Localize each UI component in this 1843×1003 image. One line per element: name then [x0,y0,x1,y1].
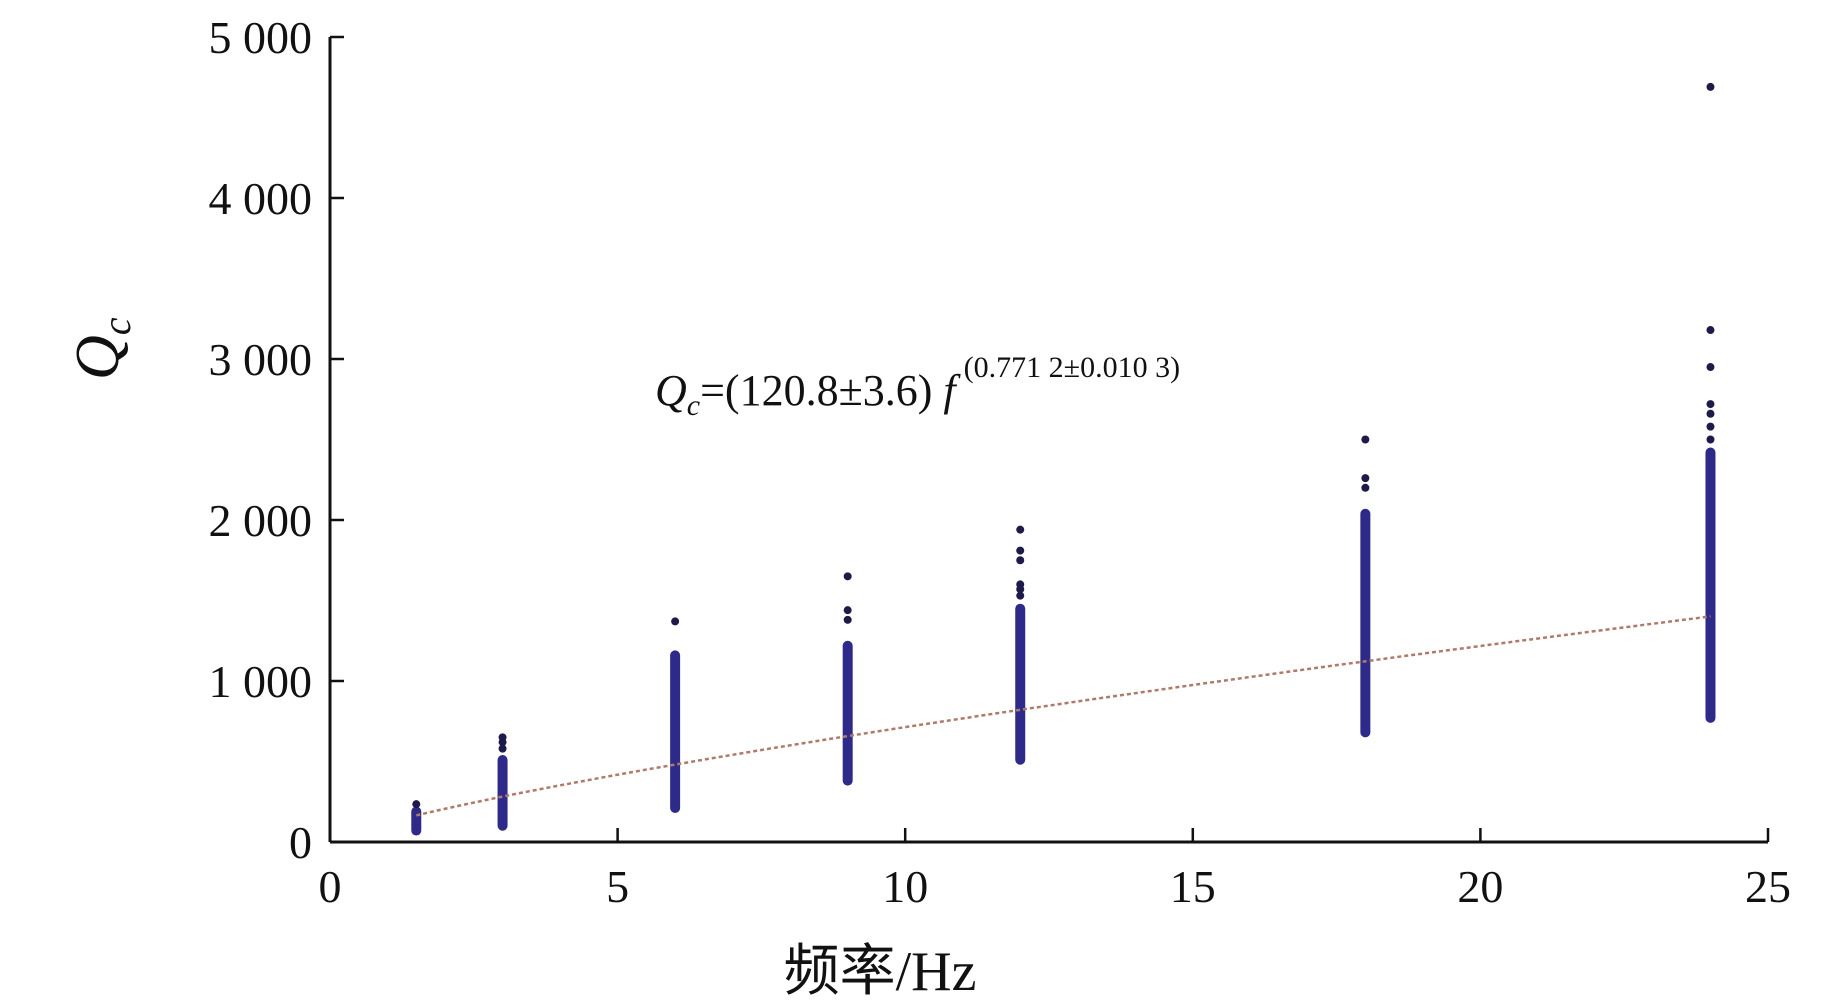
y-tick-label: 2 000 [209,495,313,546]
y-tick-label: 3 000 [209,334,313,385]
x-tick-label: 20 [1457,861,1503,912]
data-point [1016,525,1025,534]
y-tick-label: 0 [289,817,312,868]
data-point [1706,409,1715,418]
ticks: 0 5 10 15 20 25 0 1 000 2 000 3 000 4 000 5 000 [209,12,1792,912]
data-points [411,82,1716,836]
x-tick-label: 5 [606,861,629,912]
fit-eq-f: f [943,366,961,415]
x-tick-label: 0 [319,861,342,912]
y-tick-label: 1 000 [209,656,313,707]
fit-curve [416,615,1711,817]
y-tick-label: 5 000 [209,12,313,63]
data-point [843,572,852,581]
x-tick-label: 25 [1745,861,1791,912]
data-point [1706,435,1715,444]
data-point [1361,474,1370,483]
data-point [498,744,507,753]
x-tick-label: 15 [1170,861,1216,912]
data-point [1706,326,1715,335]
fit-eq-exponent: (0.771 2±0.010 3) [964,351,1180,384]
data-point-column [411,806,422,836]
data-point [412,800,421,809]
data-point [1016,556,1025,565]
fit-eq-body: =(120.8±3.6) [700,366,943,415]
data-point-column [497,755,508,831]
data-point [843,615,852,624]
data-point [1706,400,1715,409]
data-point [1361,483,1370,492]
y-axis-title: Qc [64,317,139,380]
fit-eq-q: Q [655,366,687,415]
data-point-column [842,640,853,786]
data-point [1361,435,1370,444]
data-point [1706,82,1715,91]
axes [328,37,1768,844]
fit-line [416,615,1711,817]
data-point [671,617,680,626]
x-tick-label: 10 [882,861,928,912]
data-point [1016,546,1025,555]
data-point-column [1360,508,1371,738]
fit-equation: Qc=(120.8±3.6) f (0.771 2±0.010 3) [655,351,1180,422]
fit-eq-q-sub: c [687,389,700,422]
y-tick-label: 4 000 [209,173,313,224]
data-point [1706,363,1715,372]
data-point-column [1015,603,1026,765]
x-axis-title: 频率/Hz [784,941,977,1003]
data-point-column [670,650,681,814]
data-point-column [1705,447,1716,723]
data-point [1706,422,1715,431]
data-point [1016,591,1025,600]
y-axis-title-sub: c [94,317,139,335]
y-axis-title-main: Q [64,335,132,380]
data-point [843,606,852,615]
data-point [1016,580,1025,589]
data-point [498,733,507,742]
